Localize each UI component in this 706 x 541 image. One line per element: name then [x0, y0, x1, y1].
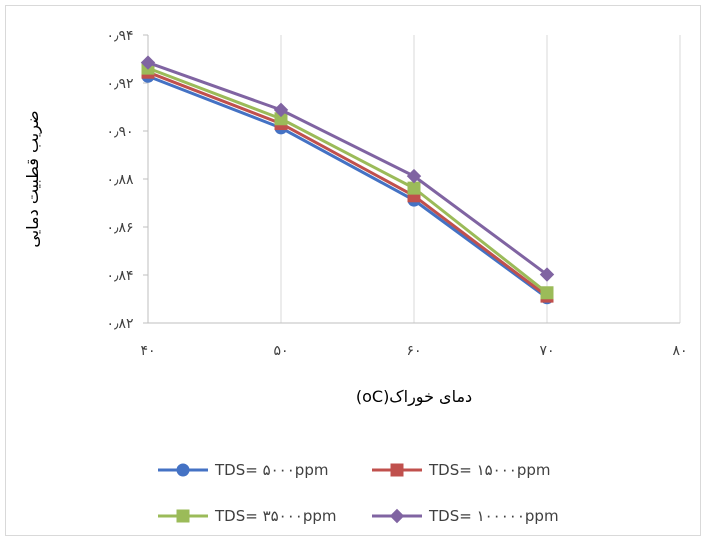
legend-marker — [389, 508, 405, 524]
legend-label: TDS= ۵۰۰۰ppm — [214, 461, 328, 479]
data-point — [406, 168, 422, 184]
legend-marker — [176, 509, 190, 523]
y-tick-label: ۰٫۸۶ — [106, 220, 133, 236]
series-line — [147, 66, 548, 294]
y-tick-label: ۰٫۸۲ — [106, 316, 133, 332]
x-axis-title: دمای خوراک(oC) — [356, 387, 472, 407]
legend-label: TDS= ۱۰۰۰۰۰ppm — [428, 507, 559, 525]
x-tick-label: ۸۰ — [672, 343, 687, 359]
x-tick-label: ۴۰ — [140, 343, 155, 359]
x-tick-label: ۵۰ — [273, 343, 288, 359]
y-tick-label: ۰٫۹۴ — [106, 28, 133, 44]
data-point — [539, 267, 555, 282]
legend-entry: TDS= ۱۰۰۰۰۰ppm — [372, 507, 559, 525]
series-line — [147, 70, 548, 298]
legend-label: TDS= ۳۵۰۰۰ppm — [214, 507, 337, 525]
series-line — [147, 74, 548, 300]
legend-entry: TDS= ۱۵۰۰۰ppm — [372, 461, 551, 479]
y-tick-label: ۰٫۸۴ — [106, 268, 133, 284]
y-tick-label: ۰٫۹۲ — [106, 76, 133, 92]
legend-entry: TDS= ۵۰۰۰ppm — [158, 461, 328, 479]
data-point — [407, 181, 421, 195]
data-point — [273, 102, 289, 118]
legend-marker — [390, 463, 404, 477]
y-tick-label: ۰٫۸۸ — [106, 172, 134, 188]
data-point — [140, 55, 156, 70]
legend-marker — [176, 463, 190, 477]
legend-label: TDS= ۱۵۰۰۰ppm — [428, 461, 551, 479]
data-point — [540, 286, 554, 300]
y-axis-title: ضریب قطبیت دمایی — [23, 110, 43, 247]
x-tick-label: ۷۰ — [539, 343, 554, 359]
y-tick-label: ۰٫۹۰ — [106, 124, 133, 140]
x-tick-label: ۶۰ — [406, 343, 421, 359]
chart-area-border — [5, 5, 701, 536]
series-line — [147, 61, 548, 276]
legend-entry: TDS= ۳۵۰۰۰ppm — [158, 507, 337, 525]
series-group — [140, 55, 555, 282]
